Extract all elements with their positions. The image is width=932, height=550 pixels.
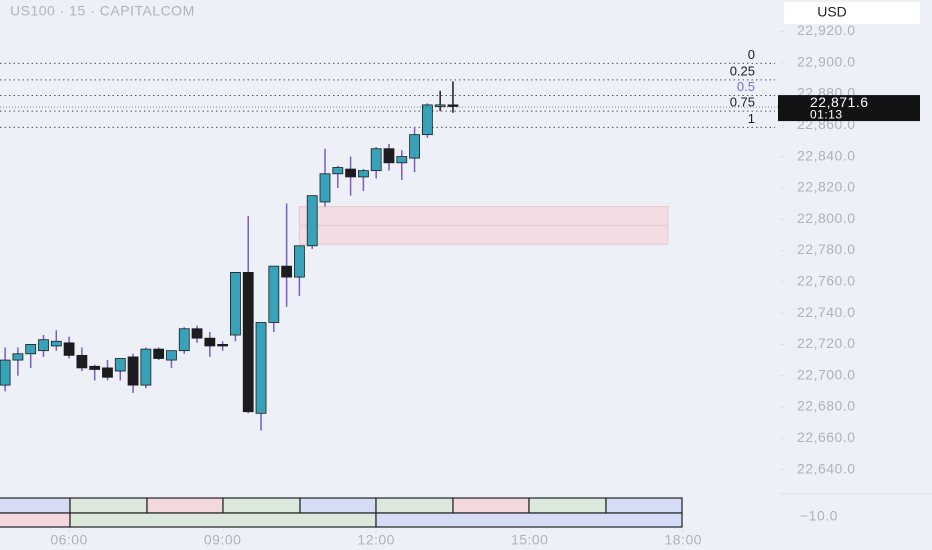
candle-body (25, 344, 37, 355)
chart-title: US100 · 15 · CAPITALCOM (10, 3, 195, 19)
y-tick-label: 22,660.0 (797, 429, 856, 445)
fib-label: 0.5 (737, 79, 755, 94)
fib-label: 1 (748, 111, 755, 126)
x-tick-label: 12:00 (357, 532, 395, 548)
last-price-label: 22,871.6 (810, 94, 869, 110)
candle-body (396, 156, 408, 164)
y-tick-label: 22,800.0 (797, 210, 856, 226)
candle-body (281, 265, 293, 278)
candle-body (217, 344, 229, 347)
candle-body (230, 271, 241, 336)
candle-body (370, 148, 382, 172)
currency: USD (817, 4, 847, 20)
candle-body (447, 104, 459, 107)
candle-body (409, 134, 420, 159)
last-price-box (778, 95, 920, 122)
x-tick-label: 06:00 (50, 532, 88, 548)
y-tick-label: 22,640.0 (797, 460, 856, 476)
y-tick-label: 22,900.0 (797, 53, 856, 69)
x-tick-label: 18:00 (664, 532, 702, 548)
lower-pane-tick: −10.0 (800, 508, 838, 524)
candle-body (166, 350, 177, 361)
session-strip (0, 497, 683, 528)
candle-body (383, 148, 395, 164)
candle-body (102, 367, 113, 378)
candle-body (319, 173, 331, 203)
candle-body (294, 245, 305, 278)
y-tick-label: 22,780.0 (797, 241, 856, 257)
y-tick-label: 22,720.0 (797, 335, 856, 351)
candle-body (421, 104, 433, 136)
candle-body (434, 104, 446, 107)
candle-body (191, 328, 203, 339)
candle-body (332, 167, 344, 175)
candle-body (306, 195, 318, 247)
y-tick-label: 22,700.0 (797, 366, 856, 382)
y-tick-label: 22,740.0 (797, 304, 856, 320)
candle-body (76, 354, 88, 369)
candle-body (12, 353, 24, 361)
y-tick-label: 22,920.0 (797, 22, 856, 38)
candle-body (357, 170, 369, 178)
candle-body (153, 348, 165, 359)
candle-body (242, 271, 254, 413)
currency-box (784, 2, 920, 24)
candle-body (268, 265, 280, 323)
candle-body (50, 340, 62, 347)
x-tick-label: 09:00 (204, 532, 242, 548)
fib-label: 0 (748, 47, 755, 62)
y-tick-label: 22,760.0 (797, 272, 856, 288)
y-tick-label: 22,820.0 (797, 179, 856, 195)
fib-label: 0.25 (730, 63, 755, 78)
y-tick-label: 22,680.0 (797, 398, 856, 414)
candle-body (127, 356, 139, 386)
candle-body (255, 322, 267, 414)
candle-body (345, 168, 356, 178)
candle-body (89, 365, 101, 370)
candle-body (178, 328, 190, 352)
candle-body (38, 339, 49, 352)
candle-body (0, 359, 11, 386)
candle-body (114, 358, 126, 372)
fib-label: 0.75 (730, 95, 755, 110)
candle-body (140, 348, 152, 386)
candle-body (204, 337, 216, 347)
candle-body (63, 342, 75, 356)
x-tick-label: 15:00 (511, 532, 549, 548)
countdown: 01:13 (810, 107, 843, 121)
y-tick-label: 22,840.0 (797, 147, 856, 163)
